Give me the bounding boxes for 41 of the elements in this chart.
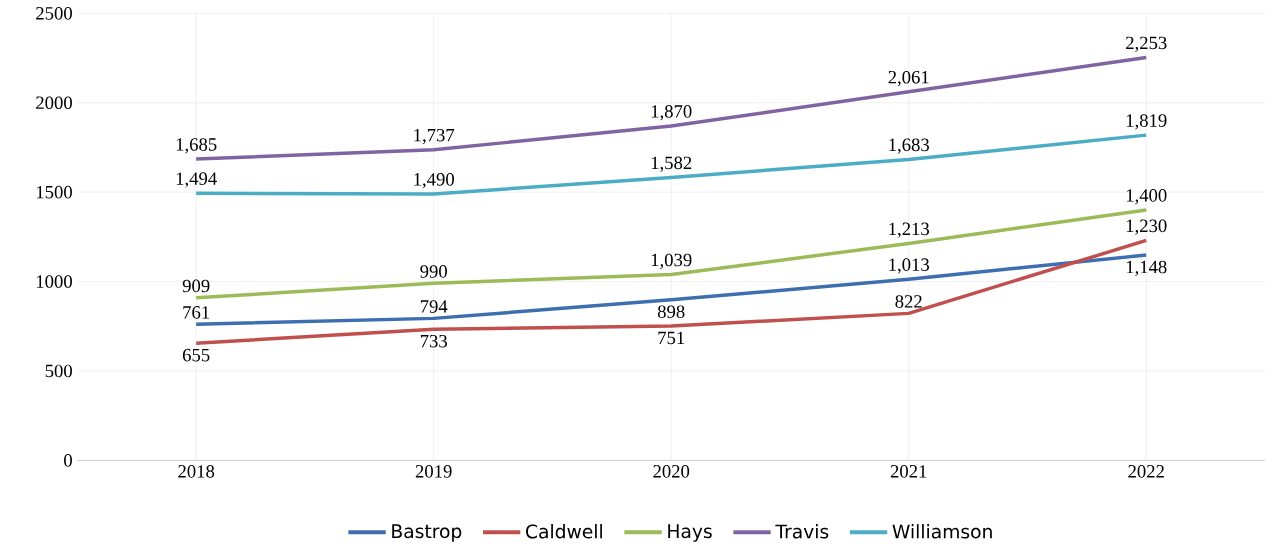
x-tick-label: 2020 <box>653 464 690 478</box>
data-label: 990 <box>420 264 447 278</box>
data-label: 1,039 <box>651 253 692 269</box>
data-label: 1,213 <box>889 222 930 238</box>
data-label: 655 <box>182 348 210 362</box>
x-tick-label: 2019 <box>415 464 452 478</box>
data-label: 794 <box>420 300 448 313</box>
data-label: 1,737 <box>414 128 455 144</box>
data-label: 1,494 <box>176 172 217 188</box>
data-label: 761 <box>183 305 210 319</box>
x-tick-label: 2022 <box>1128 464 1164 478</box>
x-tick-label: 2021 <box>890 464 927 478</box>
data-label: 909 <box>182 279 210 293</box>
data-label: 898 <box>657 305 685 318</box>
y-tick-label: 0 <box>64 453 72 467</box>
legend-label: Caldwell <box>526 523 602 539</box>
legend-label: Bastrop <box>392 524 462 542</box>
data-label: 733 <box>420 334 447 348</box>
y-tick-label: 500 <box>45 364 72 378</box>
data-label: 2,253 <box>1126 36 1167 52</box>
legend-label: Travis <box>775 523 829 539</box>
y-tick-label: 2500 <box>36 6 72 20</box>
legend-label: Williamson <box>892 523 992 539</box>
data-label: 1,013 <box>889 258 930 274</box>
x-tick-label: 2018 <box>178 464 215 478</box>
data-label: 1,400 <box>1126 188 1167 205</box>
y-tick-label: 1500 <box>36 185 72 199</box>
data-label: 1,230 <box>1126 219 1167 235</box>
data-label: 1,870 <box>651 104 692 121</box>
data-label: 1,148 <box>1126 260 1167 276</box>
data-label: 822 <box>895 294 922 308</box>
legend-label: Hays <box>668 524 712 542</box>
data-label: 1,819 <box>1126 113 1167 130</box>
y-tick-label: 1000 <box>36 275 72 288</box>
data-label: 1,685 <box>176 137 217 154</box>
data-label: 1,582 <box>651 156 692 172</box>
data-label: 1,683 <box>889 138 930 154</box>
y-tick-label: 2000 <box>36 96 72 109</box>
data-label: 1,490 <box>414 172 454 189</box>
data-label: 2,061 <box>888 70 929 87</box>
data-label: 751 <box>658 331 685 344</box>
